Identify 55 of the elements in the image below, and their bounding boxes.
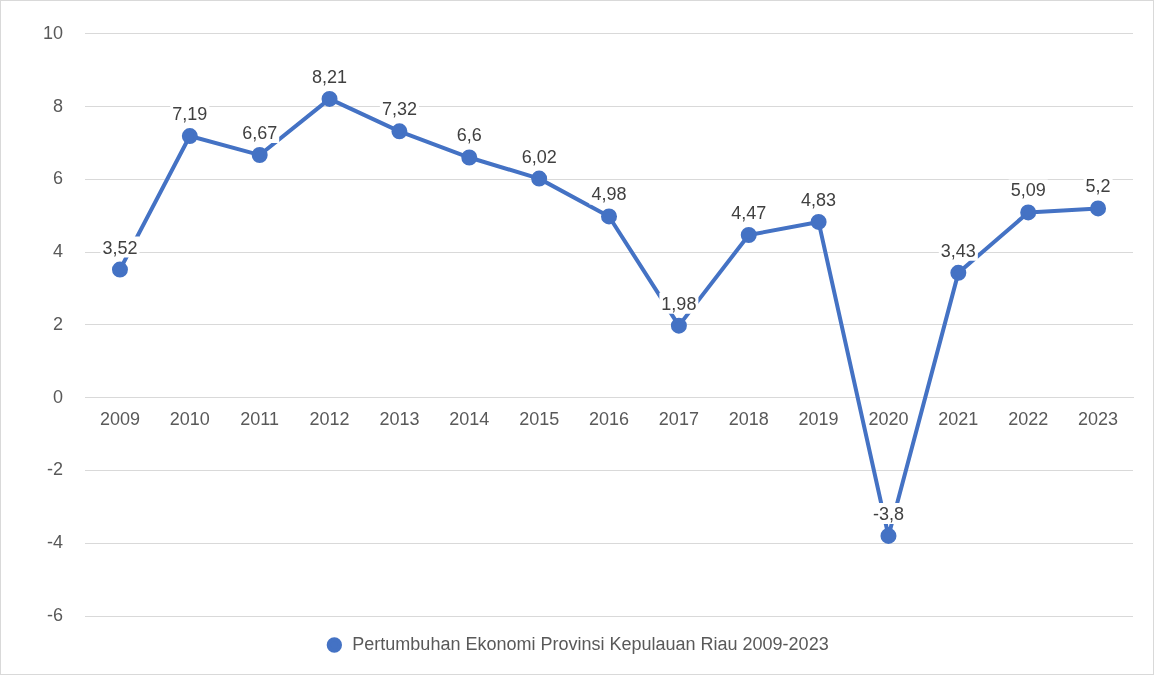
- y-tick-label: 4: [53, 241, 64, 262]
- data-label: 5,09: [1010, 180, 1046, 201]
- x-tick-label: 2018: [728, 409, 769, 430]
- x-tick-label: 2012: [309, 409, 350, 430]
- x-tick-label: 2015: [519, 409, 560, 430]
- data-label: -3,8: [872, 503, 904, 524]
- data-label: 6,02: [521, 146, 557, 167]
- x-tick-label: 2021: [938, 409, 979, 430]
- point: [810, 213, 827, 230]
- data-label: 3,52: [102, 237, 138, 258]
- point: [670, 317, 687, 334]
- point: [740, 227, 757, 244]
- x-tick-label: 2014: [449, 409, 490, 430]
- data-label: 7,19: [172, 104, 208, 125]
- x-tick-label: 2013: [379, 409, 420, 430]
- point: [181, 128, 198, 145]
- x-tick-label: 2023: [1078, 409, 1119, 430]
- y-tick-label: 0: [53, 386, 64, 407]
- x-tick-label: 2020: [868, 409, 909, 430]
- x-tick-label: 2011: [240, 409, 280, 430]
- data-label: 8,21: [312, 66, 348, 87]
- x-tick-label: 2022: [1008, 409, 1049, 430]
- y-tick-label: -6: [47, 604, 64, 625]
- y-tick-label: -2: [47, 459, 64, 480]
- data-label: 6,67: [242, 122, 278, 143]
- data-label: 3,43: [940, 240, 976, 261]
- point: [1090, 200, 1107, 217]
- x-tick-label: 2019: [798, 409, 839, 430]
- data-label: 4,98: [591, 184, 627, 205]
- y-tick-label: -4: [47, 532, 64, 553]
- point: [251, 146, 268, 163]
- point: [950, 264, 967, 281]
- point: [321, 90, 338, 107]
- point: [391, 123, 408, 140]
- y-tick-label: 10: [42, 22, 64, 43]
- y-tick-label: 2: [53, 313, 64, 334]
- point: [1020, 204, 1037, 221]
- x-tick-label: 2009: [99, 409, 140, 430]
- data-label: 4,83: [801, 189, 837, 210]
- point: [531, 170, 548, 187]
- point: [880, 527, 897, 544]
- point: [461, 149, 478, 166]
- x-tick-label: 2010: [169, 409, 210, 430]
- data-label: 6,6: [456, 125, 482, 146]
- y-tick-label: 6: [53, 168, 64, 189]
- point: [601, 208, 618, 225]
- legend-label: Pertumbuhan Ekonomi Provinsi Kepulauan Riau 2009-2023: [352, 633, 829, 654]
- y-tick-label: 8: [53, 95, 64, 116]
- data-label: 5,2: [1085, 176, 1111, 197]
- x-tick-label: 2017: [658, 409, 699, 430]
- x-tick-label: 2016: [588, 409, 630, 430]
- data-label: 1,98: [661, 293, 697, 314]
- point: [111, 261, 128, 278]
- data-label: 7,32: [381, 99, 417, 120]
- data-label: 4,47: [731, 202, 767, 223]
